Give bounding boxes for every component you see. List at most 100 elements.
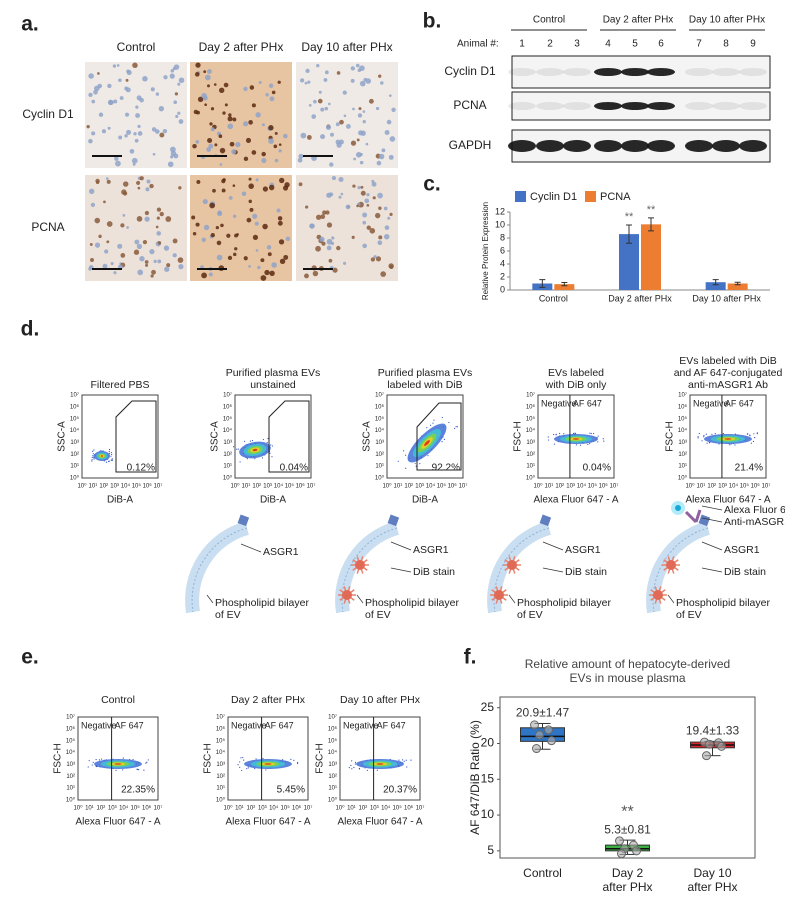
antibody xyxy=(684,509,702,524)
animal-number: 5 xyxy=(632,39,638,50)
x-tick-label: 10⁴ xyxy=(381,805,391,812)
event xyxy=(88,760,90,762)
annotation: 20.9±1.47 xyxy=(516,706,570,720)
event xyxy=(555,433,557,435)
event xyxy=(366,769,368,772)
nucleus xyxy=(152,152,156,156)
nucleus xyxy=(145,187,150,192)
band xyxy=(739,68,767,76)
bar xyxy=(705,282,726,290)
band xyxy=(594,140,622,152)
x-tick-label: Control xyxy=(539,293,568,303)
nucleus xyxy=(377,192,383,199)
nucleus xyxy=(91,131,96,136)
nucleus xyxy=(269,96,275,102)
event xyxy=(296,762,299,765)
nucleus xyxy=(328,258,333,263)
event xyxy=(137,768,139,771)
y-tick-label: 10⁶ xyxy=(216,725,226,732)
nucleus xyxy=(124,86,129,91)
event xyxy=(98,759,101,761)
event xyxy=(698,432,700,435)
nucleus xyxy=(248,120,253,125)
pointer xyxy=(542,567,564,573)
nucleus xyxy=(311,114,317,119)
nucleus xyxy=(118,135,123,140)
nucleus xyxy=(208,143,214,149)
event xyxy=(354,761,357,763)
nucleus xyxy=(356,138,360,142)
x-tick-label: 10² xyxy=(555,484,564,490)
nucleus xyxy=(126,69,130,73)
x-tick-label: Day 2 after PHx xyxy=(602,866,652,894)
nucleus xyxy=(163,75,168,80)
x-tick-label: 10⁴ xyxy=(577,483,587,490)
y-tick-label: 10¹ xyxy=(526,464,535,470)
nucleus xyxy=(102,263,108,269)
data-point xyxy=(705,739,714,749)
y-tick-label: 10⁶ xyxy=(526,403,536,410)
x-tick-label: 10¹ xyxy=(85,806,94,812)
y-tick-label: 10⁵ xyxy=(216,737,226,744)
event xyxy=(405,467,407,469)
nucleus xyxy=(146,179,151,184)
event xyxy=(261,457,264,459)
event xyxy=(110,452,113,454)
gate-label: AF 647 xyxy=(265,720,294,730)
nucleus xyxy=(249,207,254,212)
event xyxy=(426,427,428,429)
nucleus xyxy=(144,216,150,222)
gate-percent: 0.04% xyxy=(280,463,308,474)
x-tick-label: 10² xyxy=(247,806,256,812)
nucleus xyxy=(307,80,311,84)
plot-title: Purified plasma EVs labeled with DiB xyxy=(378,367,473,391)
nucleus xyxy=(329,162,334,167)
nucleus xyxy=(110,262,114,266)
nucleus xyxy=(255,112,261,118)
significance: ** xyxy=(621,803,633,820)
nucleus xyxy=(261,151,266,157)
event xyxy=(237,764,239,766)
y-tick-label: 8 xyxy=(500,232,505,242)
nucleus xyxy=(86,125,90,129)
x-axis-label: DiB-A xyxy=(412,495,438,506)
y-axis-label: AF 647/DiB Ratio (%) xyxy=(468,720,482,835)
nucleus xyxy=(229,141,235,147)
pointer xyxy=(390,567,412,573)
nucleus xyxy=(297,157,303,163)
nucleus xyxy=(277,216,283,221)
y-tick-label: 10⁵ xyxy=(678,415,688,422)
y-tick-label: 10⁵ xyxy=(66,737,76,744)
x-tick-label: 10³ xyxy=(258,806,267,812)
y-tick-label: 10⁰ xyxy=(328,797,338,804)
x-tick-label: 10³ xyxy=(415,484,424,490)
event xyxy=(354,763,356,765)
event xyxy=(729,444,731,446)
event xyxy=(93,449,95,451)
nucleus xyxy=(320,214,326,220)
nucleus xyxy=(326,245,332,251)
x-axis-label: Alexa Fluor 647 - A xyxy=(685,495,770,506)
nucleus xyxy=(106,221,113,227)
event xyxy=(574,433,577,435)
nucleus xyxy=(330,132,334,137)
nucleus xyxy=(165,216,172,222)
nucleus xyxy=(145,263,149,267)
group-label: Control xyxy=(533,15,565,26)
gate-label: AF 647 xyxy=(573,398,602,408)
nucleus xyxy=(350,78,355,83)
nucleus xyxy=(273,144,278,149)
event xyxy=(262,438,265,441)
nucleus xyxy=(368,98,374,104)
stain xyxy=(666,560,676,570)
nucleus xyxy=(153,259,157,263)
density-cloud xyxy=(87,757,149,772)
y-axis-label: Relative Protein Expression xyxy=(481,202,490,300)
y-tick-label: 4 xyxy=(500,258,505,268)
x-tick-label: 10³ xyxy=(566,484,575,490)
nucleus xyxy=(139,97,144,103)
y-tick-label: 10⁴ xyxy=(216,749,226,756)
event xyxy=(752,440,755,443)
gate-label: Negative xyxy=(541,398,577,408)
y-tick-label: 10⁰ xyxy=(70,475,80,482)
